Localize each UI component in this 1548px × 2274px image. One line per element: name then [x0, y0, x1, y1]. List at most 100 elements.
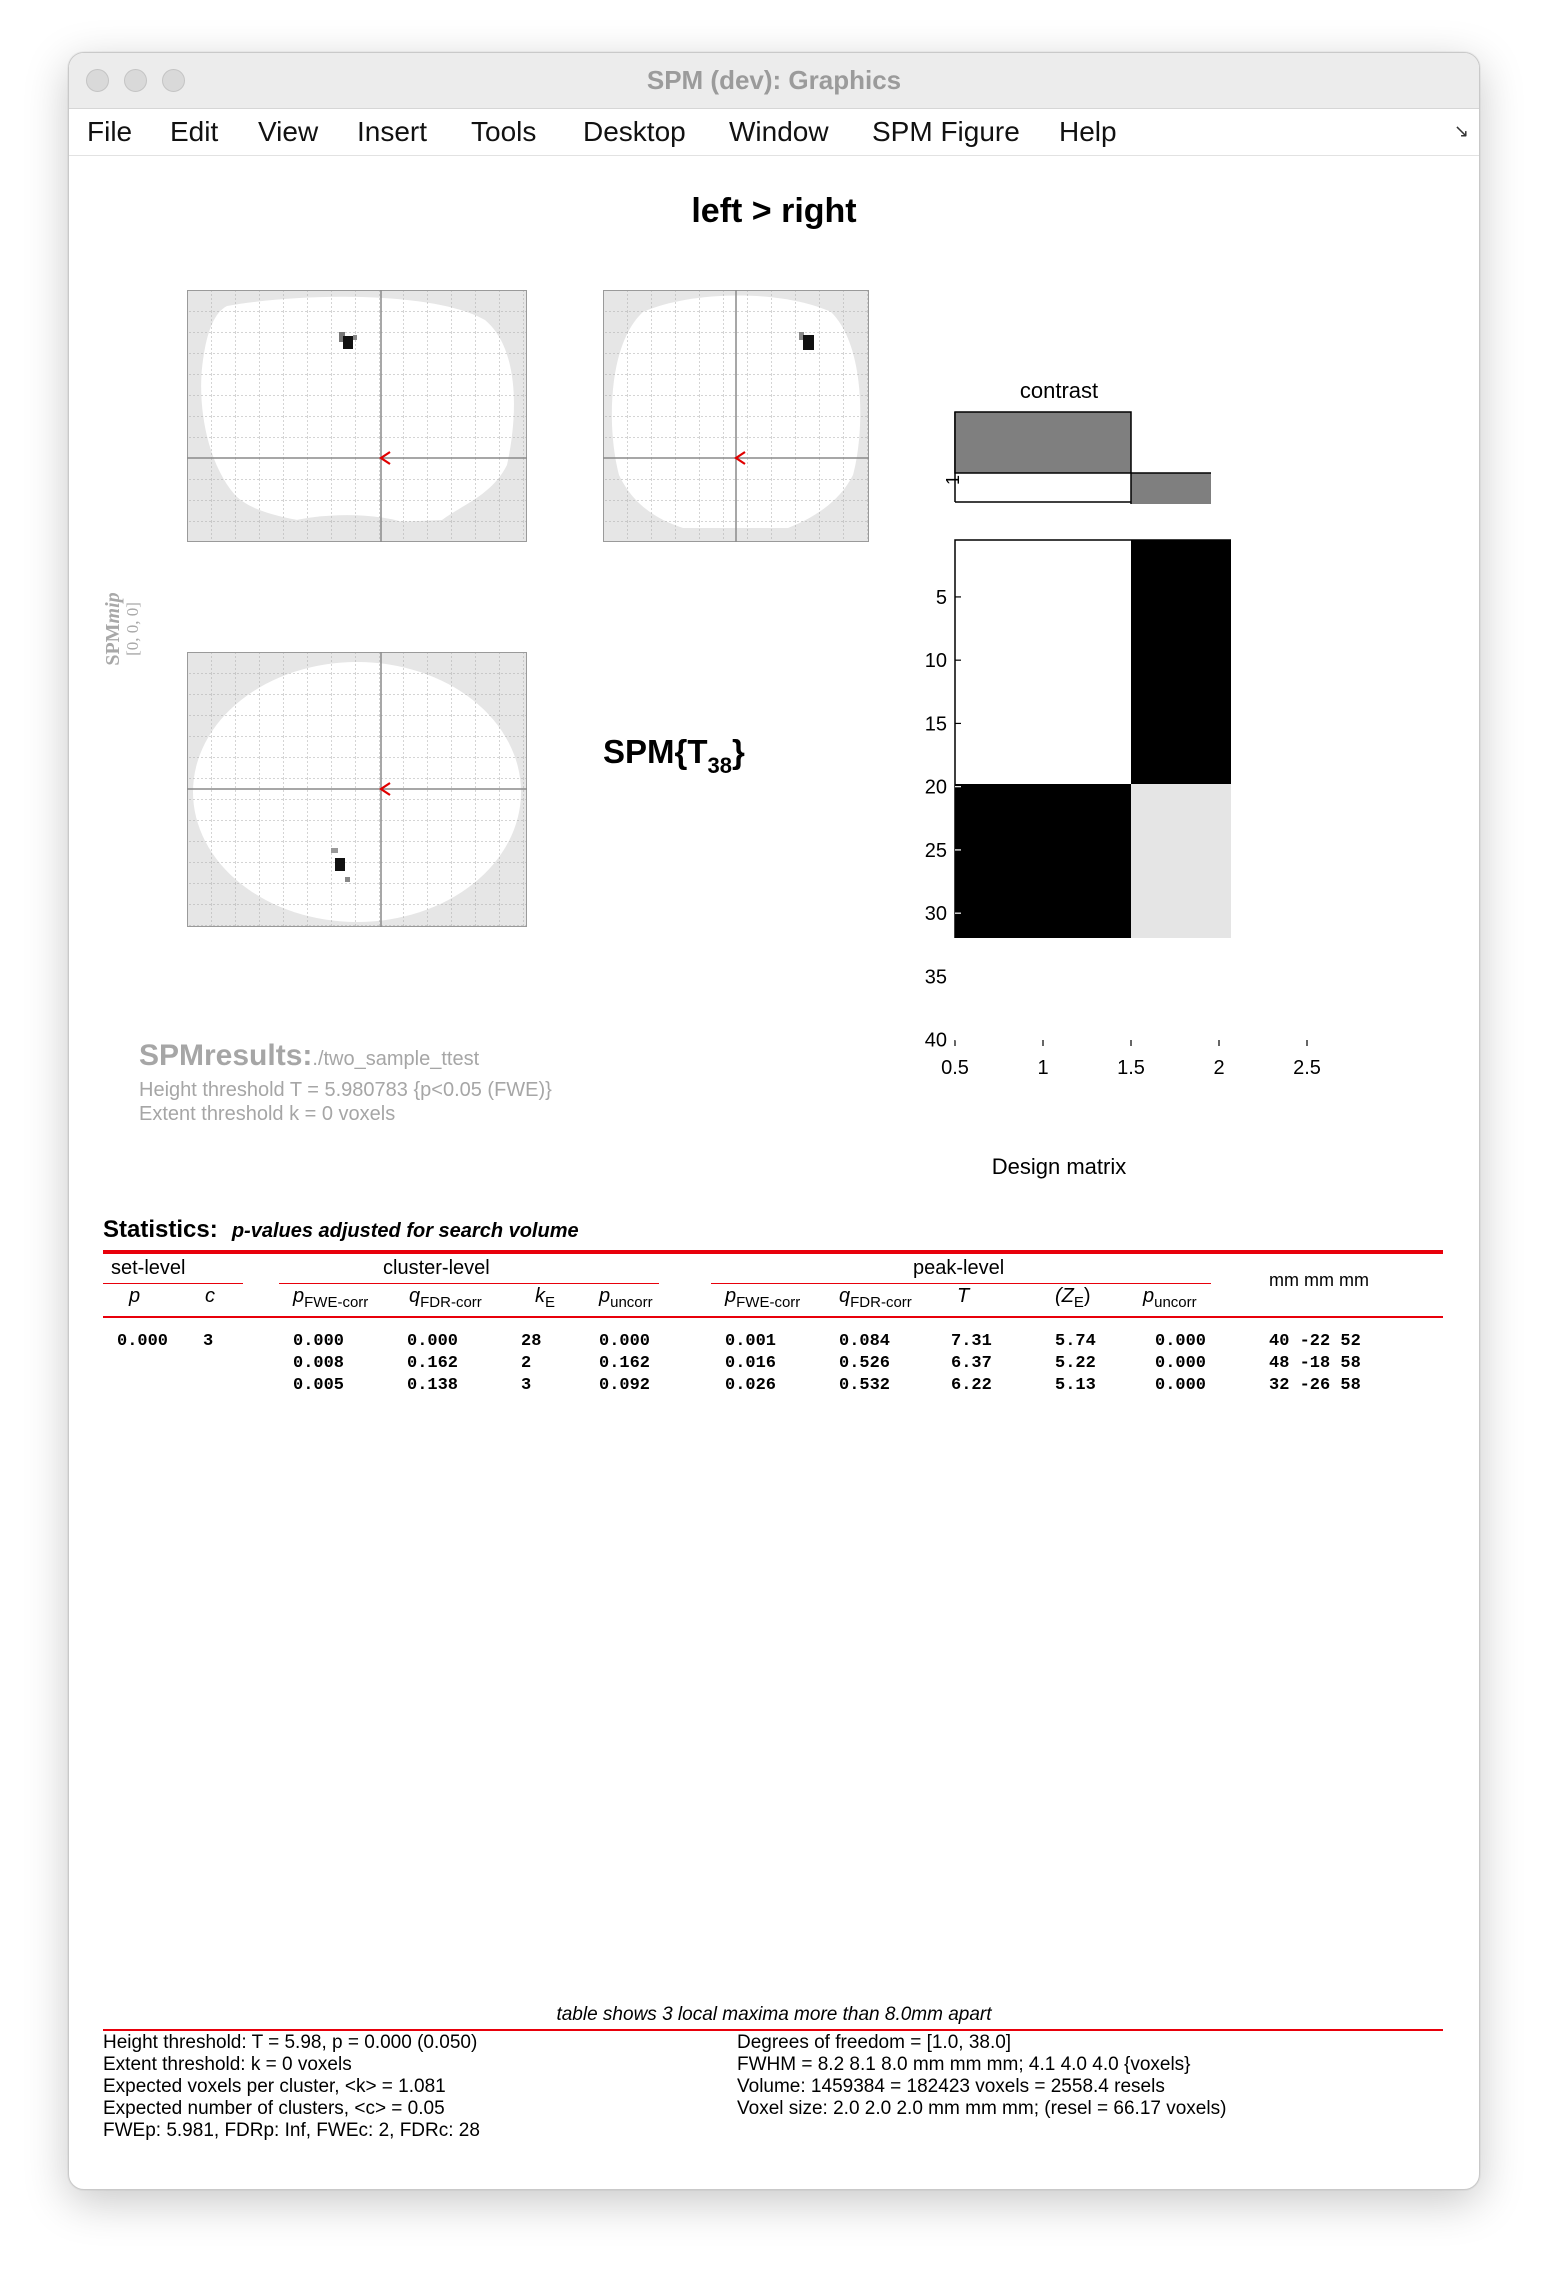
footer-voxel-size: Voxel size: 2.0 2.0 2.0 mm mm mm; (resel…	[737, 2098, 1227, 2119]
footer-fwhm: FWHM = 8.2 8.1 8.0 mm mm mm; 4.1 4.0 4.0…	[737, 2054, 1191, 2075]
row1-set-p[interactable]: 0.000	[117, 1332, 169, 1351]
extent-threshold-text: Extent threshold k = 0 voxels	[139, 1103, 396, 1125]
row2-xyz[interactable]: 48 -18 58	[1269, 1354, 1361, 1373]
design-matrix-frame	[954, 539, 1231, 938]
row1-peak-t[interactable]: 7.31	[951, 1332, 992, 1351]
row3-cluster-pfwe[interactable]: 0.005	[293, 1376, 345, 1395]
row3-peak-ze[interactable]: 5.13	[1055, 1376, 1096, 1395]
stats-heading: Statistics: p-values adjusted for search…	[103, 1216, 579, 1243]
menu-insert[interactable]: Insert	[357, 116, 428, 147]
contrast-y-tick: 1	[943, 474, 963, 485]
set-level-group: set-level	[111, 1257, 186, 1279]
mip-axial-view[interactable]	[187, 652, 527, 927]
col-cluster-pfwe: pFWE-corr	[293, 1285, 369, 1311]
row3-peak-pfwe[interactable]: 0.026	[725, 1376, 777, 1395]
menu-help[interactable]: Help	[1059, 116, 1117, 147]
contrast-panel-title: contrast	[1019, 378, 1099, 403]
row3-peak-puncorr[interactable]: 0.000	[1155, 1376, 1207, 1395]
header-rule	[103, 1316, 1443, 1318]
peak-level-group: peak-level	[913, 1257, 1005, 1279]
menu-window[interactable]: Window	[729, 116, 829, 147]
design-matrix-label: Design matrix	[991, 1154, 1127, 1179]
row1-set-c[interactable]: 3	[203, 1332, 214, 1351]
design-x-tick-label: 0.5	[941, 1057, 969, 1079]
menu-view[interactable]: View	[258, 116, 319, 147]
row1-cluster-puncorr[interactable]: 0.000	[599, 1332, 651, 1351]
row2-peak-ze[interactable]: 5.22	[1055, 1354, 1096, 1373]
menu-file[interactable]: File	[87, 116, 133, 147]
results-summary: SPMresults:./two_sample_ttest Height thr…	[139, 1039, 552, 1126]
design-cell-col1-top	[955, 540, 1131, 784]
footer-extent-threshold: Extent threshold: k = 0 voxels	[103, 2054, 352, 2075]
row1-peak-qfdr[interactable]: 0.084	[839, 1332, 891, 1351]
row1-peak-pfwe[interactable]: 0.001	[725, 1332, 777, 1351]
figure-area: left > right	[69, 156, 1479, 2189]
design-matrix-plot[interactable]	[931, 538, 1231, 938]
row2-cluster-pfwe[interactable]: 0.008	[293, 1354, 345, 1373]
row3-cluster-ke[interactable]: 3	[521, 1376, 532, 1395]
row1-cluster-ke[interactable]: 28	[521, 1332, 542, 1351]
menu-edit[interactable]: Edit	[170, 116, 219, 147]
footer-height-threshold: Height threshold: T = 5.98, p = 0.000 (0…	[103, 2032, 478, 2053]
row2-peak-t[interactable]: 6.37	[951, 1354, 992, 1373]
row2-cluster-ke[interactable]: 2	[521, 1354, 532, 1373]
row1-peak-ze[interactable]: 5.74	[1055, 1332, 1096, 1351]
row1-xyz[interactable]: 40 -22 52	[1269, 1332, 1361, 1351]
title-bar[interactable]: SPM (dev): Graphics	[69, 53, 1479, 109]
col-set-c: c	[205, 1285, 215, 1307]
row1-cluster-pfwe[interactable]: 0.000	[293, 1332, 345, 1351]
cluster-level-rule	[279, 1283, 659, 1284]
menu-bar: File Edit View Insert Tools Desktop Wind…	[69, 109, 1479, 156]
contrast-weight-column-2	[1130, 472, 1211, 504]
height-threshold-text: Height threshold T = 5.980783 {p<0.05 (F…	[139, 1079, 552, 1101]
menu-spm-figure[interactable]: SPM Figure	[872, 116, 1020, 147]
coords-header: mm mm mm	[1269, 1270, 1369, 1290]
design-x-tick-label: 2.5	[1293, 1057, 1321, 1079]
peak-level-rule	[711, 1283, 1211, 1284]
mip-sagittal-view[interactable]	[187, 290, 527, 542]
spm-mip-label: SPMmip [0, 0, 0]	[102, 579, 143, 679]
minimize-window-button[interactable]	[124, 69, 147, 92]
resize-arrow-icon[interactable]: ↘	[1453, 121, 1469, 141]
row3-peak-t[interactable]: 6.22	[951, 1376, 992, 1395]
stats-top-rule	[103, 1250, 1443, 1254]
col-cluster-qfdr: qFDR-corr	[409, 1285, 482, 1311]
mip-coordinates: [0, 0, 0]	[123, 602, 142, 656]
row1-cluster-qfdr[interactable]: 0.000	[407, 1332, 459, 1351]
col-set-p: p	[129, 1285, 141, 1307]
design-cell-col2-bottom	[1131, 784, 1231, 938]
footer-degrees-of-freedom: Degrees of freedom = [1.0, 38.0]	[737, 2032, 1012, 2053]
row3-cluster-puncorr[interactable]: 0.092	[599, 1376, 651, 1395]
row3-xyz[interactable]: 32 -26 58	[1269, 1376, 1361, 1395]
row2-peak-pfwe[interactable]: 0.016	[725, 1354, 777, 1373]
contrast-weight-column-1	[954, 411, 1132, 474]
footer-expected-clusters: Expected number of clusters, <c> = 0.05	[103, 2098, 445, 2119]
footer-fwe-fdr: FWEp: 5.981, FDRp: Inf, FWEc: 2, FDRc: 2…	[103, 2120, 480, 2141]
row3-peak-qfdr[interactable]: 0.532	[839, 1376, 891, 1395]
col-peak-t: T	[957, 1285, 970, 1307]
window-title: SPM (dev): Graphics	[646, 65, 902, 95]
col-peak-puncorr: puncorr	[1143, 1285, 1197, 1311]
row2-cluster-qfdr[interactable]: 0.162	[407, 1354, 459, 1373]
col-cluster-puncorr: puncorr	[599, 1285, 653, 1311]
design-x-tick-label: 1	[1037, 1057, 1048, 1079]
mip-coronal-view[interactable]	[603, 290, 869, 542]
footer-left-block: Height threshold: T = 5.98, p = 0.000 (0…	[103, 2032, 480, 2142]
col-peak-qfdr: qFDR-corr	[839, 1285, 912, 1311]
row2-cluster-puncorr[interactable]: 0.162	[599, 1354, 651, 1373]
row3-cluster-qfdr[interactable]: 0.138	[407, 1376, 459, 1395]
zoom-window-button[interactable]	[162, 69, 185, 92]
menu-tools[interactable]: Tools	[471, 116, 537, 147]
spm-graphics-window: SPM (dev): Graphics File Edit View Inser…	[68, 52, 1480, 2190]
col-peak-ze: (ZE)	[1055, 1285, 1091, 1311]
design-x-tick-label: 2	[1213, 1057, 1224, 1079]
close-window-button[interactable]	[86, 69, 109, 92]
footer-rule	[103, 2029, 1443, 2031]
table-footnote: table shows 3 local maxima more than 8.0…	[556, 2004, 992, 2025]
col-peak-pfwe: pFWE-corr	[725, 1285, 801, 1311]
row1-peak-puncorr[interactable]: 0.000	[1155, 1332, 1207, 1351]
design-cell-col2-top	[1131, 540, 1231, 784]
row2-peak-puncorr[interactable]: 0.000	[1155, 1354, 1207, 1373]
row2-peak-qfdr[interactable]: 0.526	[839, 1354, 891, 1373]
menu-desktop[interactable]: Desktop	[583, 116, 686, 147]
